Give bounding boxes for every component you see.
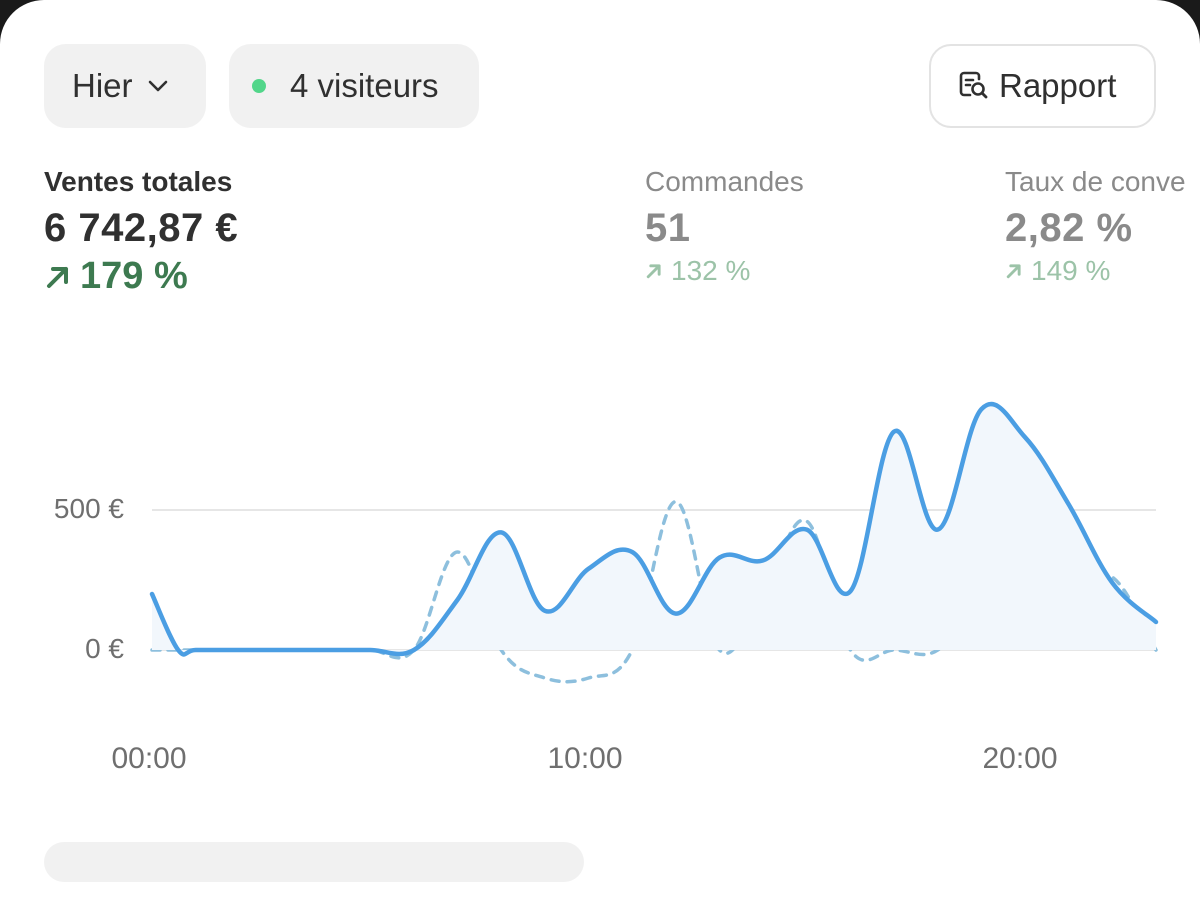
metric-delta: 132 % [645, 255, 804, 287]
trend-up-arrow-icon [645, 262, 663, 280]
metric-title: Commandes [645, 166, 804, 197]
trend-up-arrow-icon [44, 263, 72, 291]
metric-value: 2,82 % [1005, 206, 1133, 250]
metric-value: 6 742,87 € [44, 206, 239, 250]
metric-delta-value: 132 % [671, 255, 751, 286]
metric-conversion-rate[interactable]: Taux de conve 2,82 % 149 % [1005, 166, 1186, 287]
x-tick-label: 20:00 [982, 742, 1058, 775]
x-tick-label: 00:00 [111, 742, 187, 775]
report-search-icon [957, 70, 989, 102]
metric-total-sales[interactable]: Ventes totales 6 742,87 € 179 % [44, 166, 238, 298]
metric-title: Ventes totales [44, 166, 233, 197]
x-tick-label: 10:00 [547, 742, 623, 775]
report-label: Rapport [999, 67, 1117, 104]
report-button[interactable]: Rapport [929, 44, 1156, 128]
live-status-dot [252, 79, 266, 93]
trend-up-arrow-icon [1005, 262, 1023, 280]
live-visitors-label: 4 visiteurs [290, 67, 439, 104]
gridline-500 [152, 509, 1156, 511]
y-tick-label: 500 € [53, 493, 124, 524]
metric-title: Taux de conve [1005, 166, 1186, 197]
sales-series-line [149, 401, 1159, 657]
bottom-card-pill [44, 842, 584, 882]
metric-value: 51 [645, 206, 691, 250]
metric-delta: 149 % [1005, 255, 1186, 287]
series-area-fill [152, 404, 1156, 655]
date-range-label: Hier [72, 67, 133, 104]
comparison-series-line [150, 499, 1158, 684]
sales-line-chart [149, 401, 1159, 684]
chevron-down-icon [147, 79, 169, 93]
metric-delta: 179 % [44, 255, 238, 298]
metric-orders[interactable]: Commandes 51 132 % [645, 166, 804, 287]
metric-delta-value: 179 % [80, 255, 188, 297]
metric-delta-value: 149 % [1031, 255, 1111, 286]
y-tick-label: 0 € [85, 633, 124, 664]
date-range-dropdown[interactable]: Hier [44, 44, 206, 128]
live-visitors-button[interactable]: 4 visiteurs [229, 44, 479, 128]
